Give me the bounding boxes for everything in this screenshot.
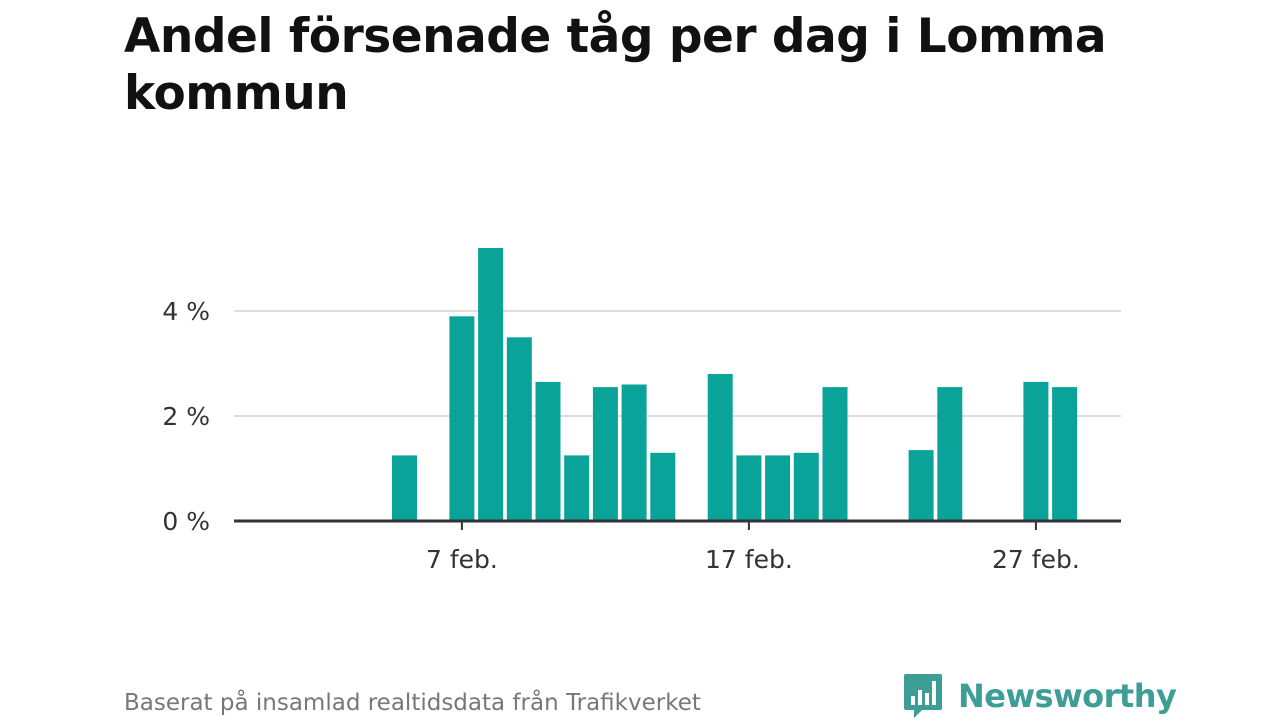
bar-chart-speech-bubble-icon bbox=[904, 674, 942, 718]
chart-title: Andel försenade tåg per dag i Lomma komm… bbox=[124, 9, 1107, 121]
bar bbox=[478, 248, 504, 521]
bar bbox=[650, 452, 676, 522]
bar bbox=[392, 455, 417, 521]
x-tick-label: 17 feb. bbox=[705, 545, 793, 574]
bar bbox=[793, 452, 819, 522]
y-tick-label: 0 % bbox=[162, 507, 210, 536]
bar bbox=[449, 316, 475, 522]
brand-name: Newsworthy bbox=[958, 677, 1177, 715]
axes: 0 % 2 % 4 % 7 feb. 17 feb. 27 feb. bbox=[162, 297, 1121, 574]
y-tick-label: 2 % bbox=[162, 402, 210, 431]
y-tick-label: 4 % bbox=[162, 297, 210, 326]
gridlines bbox=[234, 310, 1121, 417]
x-tick-label: 7 feb. bbox=[426, 545, 498, 574]
bars bbox=[392, 248, 1078, 522]
bar bbox=[564, 455, 590, 521]
source-note: Baserat på insamlad realtidsdata från Tr… bbox=[124, 690, 701, 716]
bar bbox=[707, 374, 733, 521]
brand-logo: Newsworthy bbox=[902, 670, 1177, 720]
bar bbox=[736, 455, 762, 521]
bar bbox=[592, 387, 618, 521]
bar bbox=[1052, 387, 1078, 521]
bar bbox=[506, 337, 532, 522]
bar bbox=[908, 450, 934, 521]
bar bbox=[937, 387, 963, 521]
bar bbox=[621, 384, 647, 521]
bar bbox=[535, 381, 561, 521]
bar bbox=[822, 387, 848, 521]
bar bbox=[765, 455, 791, 521]
x-tick-label: 27 feb. bbox=[992, 545, 1080, 574]
bar bbox=[1023, 381, 1049, 521]
